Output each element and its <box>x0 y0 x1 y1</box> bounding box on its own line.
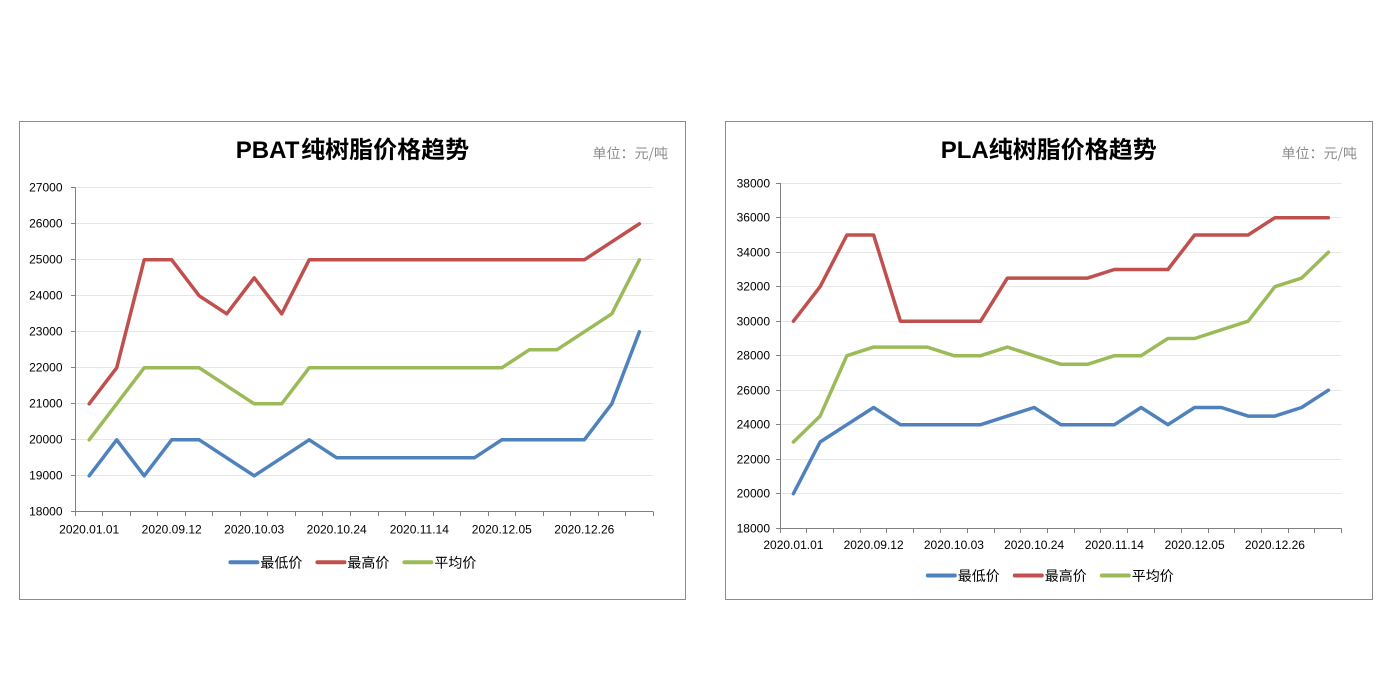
svg-text:2020.01.01: 2020.01.01 <box>59 523 119 537</box>
svg-text:19000: 19000 <box>29 469 63 483</box>
svg-text:2020.12.26: 2020.12.26 <box>1245 538 1305 552</box>
svg-text:2020.11.14: 2020.11.14 <box>1085 538 1144 552</box>
svg-text:2020.10.03: 2020.10.03 <box>924 538 984 552</box>
svg-text:32000: 32000 <box>737 280 771 294</box>
svg-text:2020.12.26: 2020.12.26 <box>554 523 614 537</box>
svg-text:20000: 20000 <box>29 433 63 447</box>
svg-text:38000: 38000 <box>737 177 771 191</box>
svg-text:22000: 22000 <box>29 361 63 375</box>
svg-text:25000: 25000 <box>29 253 63 267</box>
svg-text:34000: 34000 <box>737 246 771 260</box>
svg-text:2020.01.01: 2020.01.01 <box>763 538 823 552</box>
svg-text:22000: 22000 <box>737 453 771 467</box>
svg-text:24000: 24000 <box>29 289 63 303</box>
svg-text:24000: 24000 <box>737 418 771 432</box>
svg-text:26000: 26000 <box>29 217 63 231</box>
svg-text:2020.12.05: 2020.12.05 <box>472 523 532 537</box>
svg-text:36000: 36000 <box>737 211 771 225</box>
svg-text:18000: 18000 <box>737 522 771 536</box>
svg-text:2020.11.14: 2020.11.14 <box>390 523 449 537</box>
svg-text:2020.12.05: 2020.12.05 <box>1165 538 1225 552</box>
svg-text:27000: 27000 <box>29 181 63 195</box>
svg-text:26000: 26000 <box>737 384 771 398</box>
svg-text:21000: 21000 <box>29 397 63 411</box>
svg-text:2020.09.12: 2020.09.12 <box>844 538 904 552</box>
svg-text:2020.09.12: 2020.09.12 <box>142 523 202 537</box>
svg-text:2020.10.24: 2020.10.24 <box>1004 538 1064 552</box>
svg-text:PLA: PLA <box>941 137 989 164</box>
svg-text:PBAT: PBAT <box>236 137 300 164</box>
svg-text:2020.10.03: 2020.10.03 <box>224 523 284 537</box>
svg-text:18000: 18000 <box>29 505 63 519</box>
svg-text:20000: 20000 <box>737 487 771 501</box>
svg-text:30000: 30000 <box>737 315 771 329</box>
svg-text:23000: 23000 <box>29 325 63 339</box>
svg-text:2020.10.24: 2020.10.24 <box>307 523 367 537</box>
svg-text:28000: 28000 <box>737 349 771 363</box>
